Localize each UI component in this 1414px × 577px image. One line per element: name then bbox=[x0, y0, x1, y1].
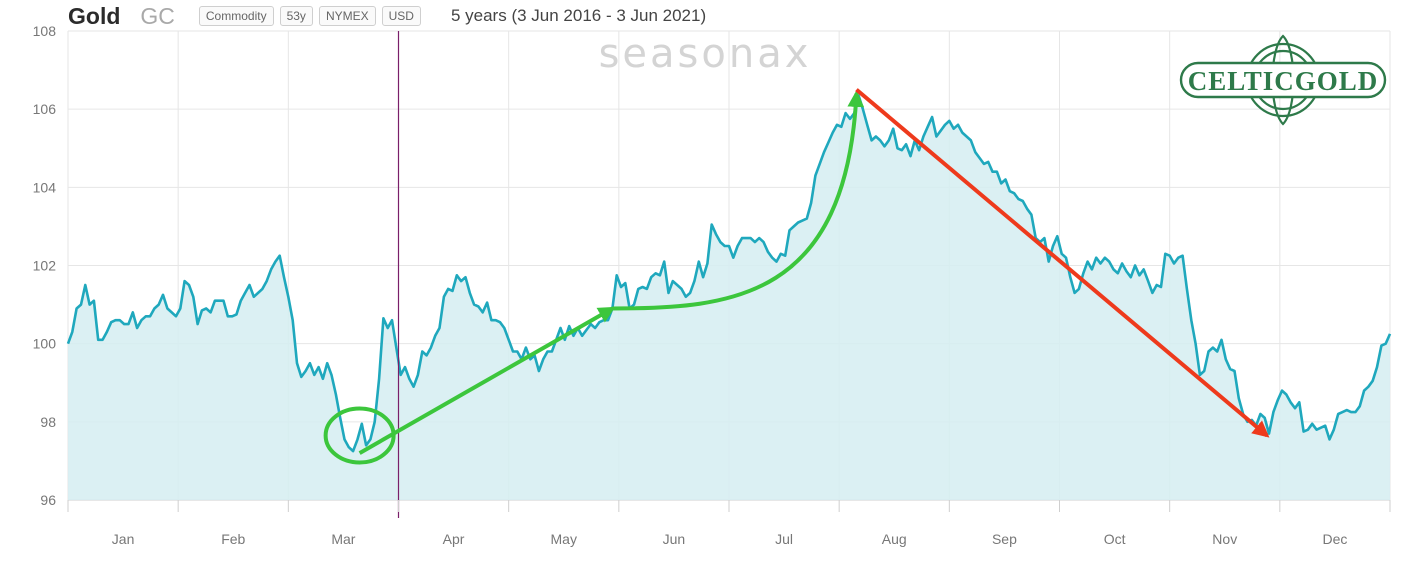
y-axis: 96 98 100 102 104 106 108 bbox=[33, 23, 57, 508]
series-line bbox=[66, 94, 1392, 453]
x-tick-label: Apr bbox=[443, 531, 465, 547]
badge-asset-class: Commodity bbox=[198, 6, 274, 26]
y-tick-label: 102 bbox=[33, 258, 57, 274]
x-tick-label: Jan bbox=[112, 531, 135, 547]
x-axis: Jan Feb Mar Apr May Jun Jul Aug Sep Oct Nov Dec bbox=[67, 500, 1391, 547]
x-tick-label: Jun bbox=[663, 531, 686, 547]
x-tick-label: Oct bbox=[1104, 531, 1126, 547]
y-tick-label: 96 bbox=[40, 492, 56, 508]
instrument-title: Gold bbox=[68, 2, 121, 29]
x-tick-label: May bbox=[551, 531, 577, 547]
x-tick-label: Mar bbox=[331, 531, 355, 547]
y-tick-label: 108 bbox=[33, 23, 57, 39]
y-tick-label: 106 bbox=[33, 101, 57, 117]
x-tick-label: Aug bbox=[882, 531, 907, 547]
x-tick-label: Feb bbox=[221, 531, 245, 547]
logo-text: CELTICGOLD bbox=[1188, 66, 1379, 96]
badge-exchange: NYMEX bbox=[318, 6, 376, 26]
y-tick-label: 100 bbox=[33, 336, 57, 352]
watermark: seasonax bbox=[599, 31, 812, 77]
annotations bbox=[323, 88, 1270, 465]
y-tick-label: 104 bbox=[33, 179, 57, 195]
green-arrow-rise bbox=[358, 306, 616, 455]
celticgold-logo: CELTICGOLD bbox=[1179, 34, 1387, 126]
x-tick-label: Sep bbox=[992, 531, 1017, 547]
instrument-ticker: GC bbox=[140, 2, 175, 29]
green-arrow-surge bbox=[612, 90, 865, 311]
badge-history: 53y bbox=[279, 6, 313, 26]
x-tick-label: Jul bbox=[775, 531, 793, 547]
red-arrow-decline bbox=[855, 88, 1270, 438]
x-tick-label: Nov bbox=[1212, 531, 1237, 547]
badge-currency: USD bbox=[381, 6, 421, 26]
period-label: 5 years (3 Jun 2016 - 3 Jun 2021) bbox=[450, 6, 707, 25]
chart-header: Gold GC Commodity 53y NYMEX USD 5 years … bbox=[68, 0, 706, 32]
x-tick-label: Dec bbox=[1322, 531, 1347, 547]
y-tick-label: 98 bbox=[40, 414, 56, 430]
